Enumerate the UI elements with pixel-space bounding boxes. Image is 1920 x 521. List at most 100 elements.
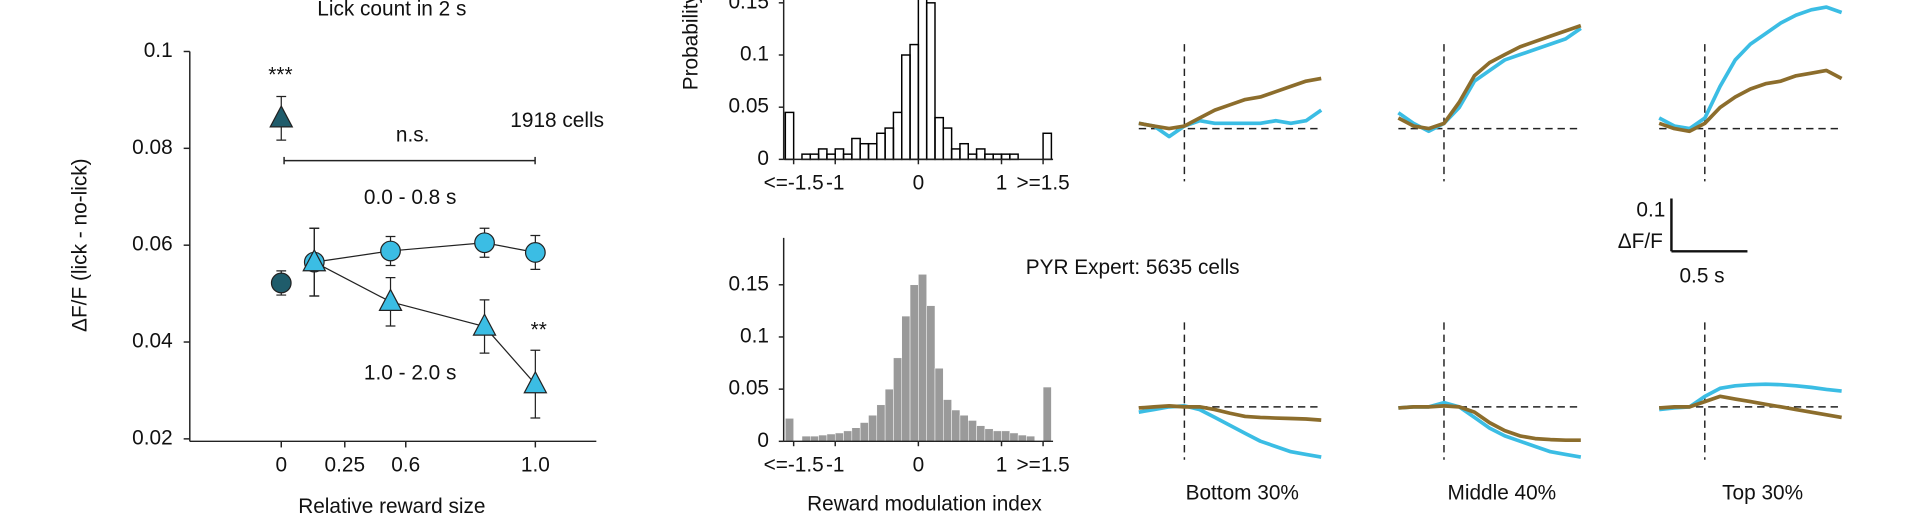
- bar: [851, 137, 861, 161]
- bar: [884, 127, 895, 161]
- y-axis-label: ΔF/F (lick - no-lick): [68, 158, 91, 332]
- scale-bar-label: 0.1: [1636, 198, 1665, 221]
- marker: [523, 370, 548, 394]
- trace: [1659, 394, 1842, 420]
- bar: [867, 142, 878, 161]
- trace: [1397, 23, 1582, 131]
- y-tick-label: 0.15: [728, 272, 768, 295]
- x-tick-label: >=1.5: [1016, 453, 1069, 476]
- marker: [524, 242, 546, 263]
- bar: [951, 409, 961, 442]
- x-axis-label: Reward modulation index: [807, 493, 1042, 516]
- bar: [1042, 386, 1052, 442]
- bar: [909, 284, 919, 442]
- bar: [785, 418, 794, 442]
- annotation: ***: [268, 63, 292, 86]
- bar: [826, 433, 836, 442]
- bar: [859, 142, 870, 161]
- bar: [893, 357, 902, 442]
- y-tick-label: 0: [757, 429, 769, 452]
- bar: [1001, 430, 1011, 442]
- y-tick-label: 0.1: [740, 43, 769, 66]
- x-tick-label: 0: [913, 171, 925, 194]
- bar: [868, 414, 878, 442]
- bar: [901, 315, 911, 442]
- bar: [817, 148, 828, 161]
- y-tick-label: 0.08: [132, 136, 172, 159]
- bar: [943, 399, 952, 442]
- bar: [801, 435, 811, 442]
- x-tick-label: 0: [913, 453, 925, 476]
- x-tick-label: 1: [996, 453, 1008, 476]
- trace: [1658, 5, 1843, 131]
- y-tick-label: 0: [757, 147, 769, 170]
- trace: [1658, 68, 1843, 134]
- x-tick-label: 0.6: [391, 453, 420, 476]
- y-tick-label: 0.1: [144, 39, 173, 62]
- marker: [474, 232, 495, 254]
- bar: [859, 422, 869, 442]
- x-tick-label: 0: [275, 453, 287, 476]
- x-axis-label: Middle 40%: [1447, 482, 1556, 505]
- x-tick-label: -1: [826, 171, 845, 194]
- panel-title: PYR Expert: 5635 cells: [1026, 256, 1240, 279]
- y-tick-label: 0.15: [728, 0, 768, 13]
- bar: [976, 425, 986, 442]
- bar: [925, 2, 936, 161]
- y-tick-label: 0.05: [728, 377, 768, 400]
- bar: [834, 432, 844, 442]
- bar: [1017, 434, 1027, 442]
- bar: [967, 153, 978, 161]
- x-axis-label: Bottom 30%: [1186, 482, 1299, 505]
- x-axis-label: Relative reward size: [298, 495, 485, 518]
- y-tick-label: 0.06: [132, 233, 172, 256]
- bar: [975, 148, 986, 161]
- bar: [926, 305, 936, 442]
- bar: [1000, 153, 1011, 161]
- scale-bar-label: 0.5 s: [1679, 265, 1724, 288]
- trace: [1397, 26, 1582, 134]
- x-tick-label: >=1.5: [1016, 171, 1069, 194]
- bar: [918, 274, 927, 442]
- y-tick-label: 0.02: [132, 426, 172, 449]
- trace: [1138, 108, 1323, 139]
- y-tick-label: 0.1: [740, 324, 769, 347]
- x-tick-label: 1: [996, 171, 1008, 194]
- trace: [1138, 76, 1322, 131]
- marker: [302, 248, 327, 272]
- bar: [917, 0, 928, 161]
- bar: [984, 428, 994, 442]
- annotation: 1.0 - 2.0 s: [364, 361, 457, 384]
- y-tick-label: 0.04: [132, 330, 172, 353]
- y-axis-label: Probability: [679, 0, 702, 90]
- annotation: 0.0 - 0.8 s: [364, 186, 457, 209]
- series-line: [314, 242, 536, 263]
- bar: [992, 153, 1003, 161]
- bar: [843, 430, 853, 442]
- bar: [826, 153, 836, 161]
- bar: [909, 43, 920, 161]
- annotation: n.s.: [396, 124, 430, 147]
- bar: [959, 142, 969, 161]
- bar: [901, 54, 911, 161]
- bar: [1026, 435, 1036, 442]
- x-tick-label: 1.0: [521, 453, 550, 476]
- series-line: [314, 261, 536, 385]
- bar: [801, 153, 812, 161]
- x-axis-label: Top 30%: [1722, 482, 1803, 505]
- bar: [884, 388, 894, 442]
- bar: [892, 111, 903, 161]
- x-tick-label: 0.25: [325, 453, 365, 476]
- x-tick-label: -1: [826, 453, 845, 476]
- bar: [959, 414, 969, 442]
- bar: [934, 116, 945, 161]
- bar: [818, 434, 828, 442]
- bar: [784, 111, 795, 161]
- marker: [270, 272, 292, 294]
- marker: [472, 312, 497, 336]
- bar: [968, 420, 977, 442]
- chart-title: Lick count in 2 s: [317, 0, 466, 20]
- bar: [810, 435, 819, 442]
